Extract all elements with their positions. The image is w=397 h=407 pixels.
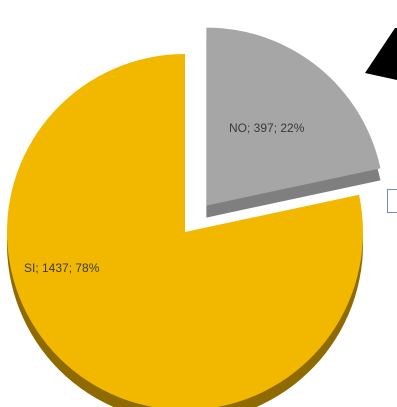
arrow-fragment [365,28,397,80]
slice-label-no: NO; 397; 22% [229,121,305,135]
pie-slices [7,27,381,407]
slice-no [206,27,381,206]
slice-label-si: SI; 1437; 78% [24,261,100,275]
legend-fragment [387,189,397,213]
slice-si [7,54,363,407]
pie-labels: NO; 397; 22% SI; 1437; 78% [24,121,305,275]
